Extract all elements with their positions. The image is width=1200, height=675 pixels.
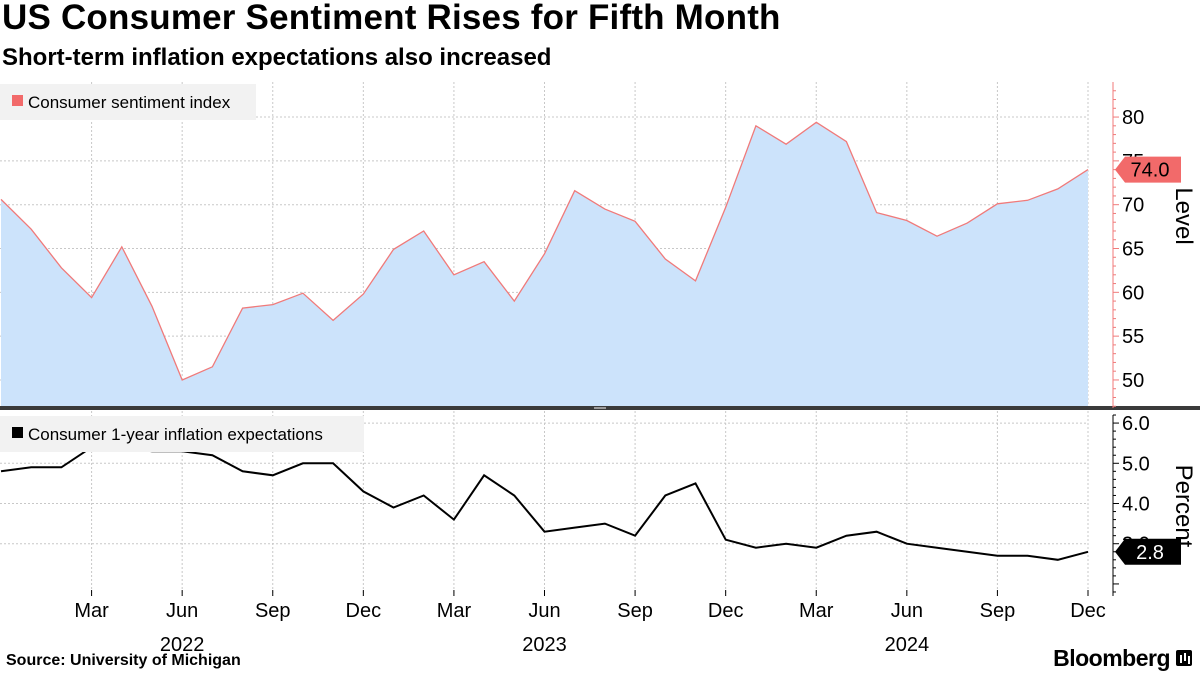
chart-subtitle: Short-term inflation expectations also i… <box>2 44 552 71</box>
sentiment-legend-swatch <box>12 95 23 106</box>
inflation-legend-box <box>0 416 364 452</box>
x-month-label: Mar <box>74 600 109 622</box>
top-y-tick-label: 55 <box>1122 326 1144 348</box>
bottom-y-tick-label: 4.0 <box>1122 494 1150 516</box>
x-month-label: Jun <box>166 600 198 622</box>
x-month-label: Jun <box>891 600 923 622</box>
inflation-legend-label: Consumer 1-year inflation expectations <box>28 425 323 444</box>
last-value-badges: 74.0 2.8 <box>1115 156 1181 565</box>
panel-divider-grip <box>594 407 606 409</box>
bottom-panel-grid <box>0 411 1089 596</box>
top-y-tick-label: 80 <box>1122 107 1144 129</box>
inflation-last-value-shape <box>1115 538 1181 565</box>
bottom-y-tick-label: 6.0 <box>1122 413 1150 435</box>
chart-title: US Consumer Sentiment Rises for Fifth Mo… <box>2 0 781 37</box>
top-y-tick-label: 50 <box>1122 370 1144 392</box>
source-note: Source: University of Michigan <box>6 652 241 669</box>
top-y-axis-title: Level <box>1170 187 1197 244</box>
x-year-label: 2024 <box>885 634 930 656</box>
bloomberg-chart-icon <box>1176 650 1192 666</box>
sentiment-legend-box <box>0 84 256 120</box>
x-month-label: Mar <box>437 600 472 622</box>
x-month-label: Sep <box>980 600 1016 622</box>
inflation-last-value-label: 2.8 <box>1136 542 1164 564</box>
top-y-tick-label: 70 <box>1122 195 1144 217</box>
axes: 505560657075803.04.05.06.0LevelPercentMa… <box>0 82 1200 656</box>
sentiment-series <box>0 121 1089 409</box>
x-month-label: Sep <box>617 600 653 622</box>
x-month-label: Dec <box>708 600 744 622</box>
legends: Consumer sentiment index Consumer 1-year … <box>0 84 364 452</box>
sentiment-legend-label: Consumer sentiment index <box>28 93 231 112</box>
bottom-y-axis-title: Percent <box>1170 465 1197 548</box>
x-month-label: Jun <box>528 600 560 622</box>
x-year-label: 2023 <box>522 634 567 656</box>
sentiment-line <box>0 121 1089 381</box>
x-month-label: Dec <box>346 600 382 622</box>
top-y-tick-label: 65 <box>1122 239 1144 261</box>
x-month-label: Dec <box>1070 600 1106 622</box>
sentiment-last-value-label: 74.0 <box>1131 160 1170 182</box>
inflation-legend-swatch <box>12 427 23 438</box>
brand-logo-text: Bloomberg <box>1053 645 1170 671</box>
x-month-label: Mar <box>799 600 834 622</box>
sentiment-last-value-shape <box>1115 156 1181 183</box>
top-y-tick-label: 60 <box>1122 282 1144 304</box>
sentiment-area <box>1 122 1088 409</box>
x-month-label: Sep <box>255 600 291 622</box>
bottom-y-tick-label: 5.0 <box>1122 453 1150 475</box>
x-year-label: 2022 <box>160 634 205 656</box>
